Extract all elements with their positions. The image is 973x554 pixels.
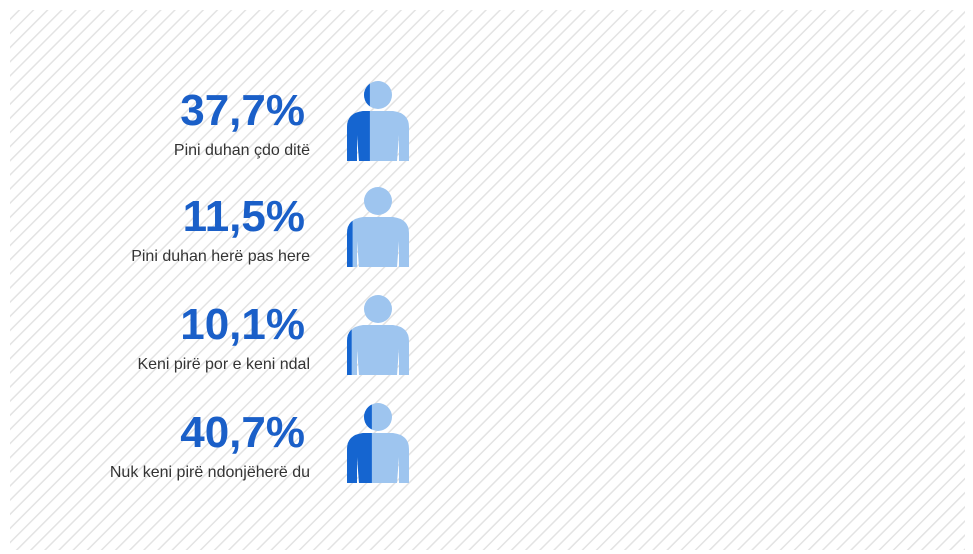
category-label: Pini duhan herë pas here xyxy=(131,248,310,265)
category-label: Keni pirë por e keni ndal xyxy=(137,356,310,373)
category-label: Nuk keni pirë ndonjëherë du xyxy=(110,464,310,481)
category-label: Pini duhan çdo ditë xyxy=(174,142,310,159)
value-label: 37,7% xyxy=(180,86,305,135)
background xyxy=(10,10,965,550)
value-label: 10,1% xyxy=(180,300,305,349)
value-label: 40,7% xyxy=(180,408,305,457)
value-label: 11,5% xyxy=(183,192,305,241)
icon-fill xyxy=(347,295,352,375)
icon-fill xyxy=(347,187,353,267)
